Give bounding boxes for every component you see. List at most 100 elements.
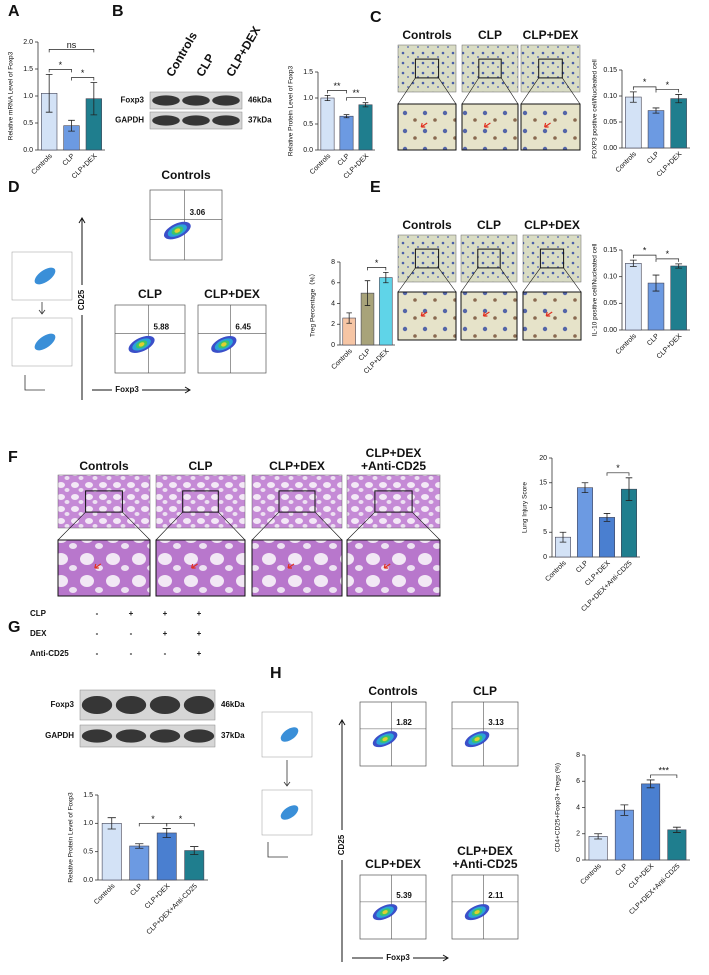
flow-title: Controls — [161, 168, 211, 182]
treatment-sign: - — [130, 629, 133, 638]
histology-image — [346, 474, 441, 529]
column-header: Controls — [79, 459, 129, 473]
x-tick-label: CLP+DEX — [656, 333, 684, 361]
y-tick-label: 0.5 — [83, 849, 93, 856]
error-bar — [652, 107, 660, 114]
panel-label: G — [8, 619, 20, 636]
zoom-box — [85, 490, 123, 513]
zoom-lines — [460, 267, 518, 293]
y-tick-label: 15 — [539, 480, 547, 487]
y-axis-label: Treg Percentage（%） — [309, 270, 317, 337]
x-tick-label: CLP — [62, 153, 77, 168]
histology-image — [397, 44, 457, 93]
error-bar — [90, 82, 98, 116]
bar — [641, 783, 661, 861]
y-tick-label: 0.05 — [603, 300, 617, 307]
significance-bracket — [71, 77, 95, 81]
y-tick-label: 0.10 — [603, 274, 617, 281]
histology-image — [460, 234, 518, 283]
y-tick-label: 2 — [331, 321, 335, 328]
bar — [670, 98, 687, 149]
treatment-label: DEX — [30, 629, 47, 638]
arrow — [38, 302, 46, 315]
histology-zoom — [397, 291, 457, 341]
treatment-sign: + — [197, 629, 202, 638]
x-tick-label: CLP — [575, 560, 590, 575]
x-tick-label: CLP+DEX+Anti-CD25 — [628, 863, 681, 916]
blot-strip — [79, 724, 216, 748]
histology-image — [522, 234, 582, 283]
y-tick-label: 1.5 — [83, 792, 93, 799]
y-tick-label: 2.0 — [23, 39, 33, 46]
quadrant-value: 6.45 — [235, 323, 251, 332]
significance-bracket — [632, 86, 657, 90]
error-bar — [362, 102, 369, 108]
y-tick-label: 0.15 — [603, 67, 617, 74]
y-axis-label: Relative Protein Level of Foxp3 — [288, 65, 295, 156]
y-tick-label: 6 — [331, 280, 335, 287]
blot-band — [183, 729, 215, 743]
blot-row-label: GAPDH — [115, 116, 144, 125]
significance-label: ** — [333, 81, 341, 91]
histology-image — [57, 474, 151, 529]
error-bar — [364, 280, 371, 306]
bar — [588, 836, 608, 861]
x-tick-label: CLP — [337, 153, 352, 168]
panel-label: C — [370, 9, 382, 26]
y-tick-label: 0 — [331, 342, 335, 349]
zoom-box — [538, 58, 563, 79]
blot-size-label: 46kDa — [221, 700, 245, 709]
flow-title: CLP+DEX — [457, 844, 513, 858]
y-tick-label: 0.10 — [603, 93, 617, 100]
blot-band — [212, 115, 240, 126]
blot-band — [149, 729, 181, 743]
panel-label: B — [112, 3, 124, 20]
histology-zoom — [397, 103, 457, 151]
significance-bracket — [327, 90, 347, 94]
treatment-sign: + — [163, 629, 168, 638]
significance-label: * — [375, 258, 379, 268]
y-tick-label: 0.00 — [603, 145, 617, 152]
flow-title: Controls — [368, 684, 418, 698]
error-bar — [162, 828, 171, 838]
gating-density — [280, 805, 299, 820]
axis-label: Foxp3 — [386, 953, 410, 962]
treatment-sign: + — [129, 609, 134, 618]
axis-label: CD25 — [337, 834, 346, 855]
zoom-box — [478, 58, 502, 79]
significance-bracket — [606, 472, 630, 476]
significance-bracket — [632, 254, 657, 259]
zoom-lines — [397, 77, 457, 105]
treatment-label: CLP — [30, 609, 47, 618]
bar — [101, 823, 122, 881]
error-bar — [629, 91, 637, 103]
blot-band — [81, 729, 113, 743]
axis-bracket — [24, 375, 45, 391]
bar — [667, 829, 687, 861]
zoom-lines — [57, 511, 151, 541]
histology-image — [251, 474, 343, 529]
significance-bracket — [650, 774, 678, 778]
histology-zoom — [155, 539, 246, 597]
treatment-sign: + — [163, 609, 168, 618]
error-bar — [620, 804, 629, 816]
zoom-box — [278, 490, 316, 513]
treatment-sign: + — [197, 649, 202, 658]
y-axis-label: Relative mRNA Level of Foxp3 — [8, 51, 15, 140]
histology-image — [461, 44, 519, 93]
y-tick-label: 0.0 — [303, 147, 313, 154]
y-tick-label: 0.5 — [23, 120, 33, 127]
treatment-sign: - — [96, 609, 99, 618]
error-bar — [675, 94, 683, 104]
axis-bracket — [267, 842, 288, 858]
significance-bracket — [48, 69, 72, 73]
error-bar — [672, 826, 681, 833]
error-bar — [594, 833, 603, 840]
axis-label-bg — [383, 952, 413, 964]
arrow — [483, 122, 491, 128]
significance-label: * — [59, 60, 63, 70]
histology-image — [520, 44, 581, 93]
x-tick-label: Controls — [330, 347, 354, 371]
arrow — [482, 311, 490, 317]
flow-density — [174, 228, 181, 233]
